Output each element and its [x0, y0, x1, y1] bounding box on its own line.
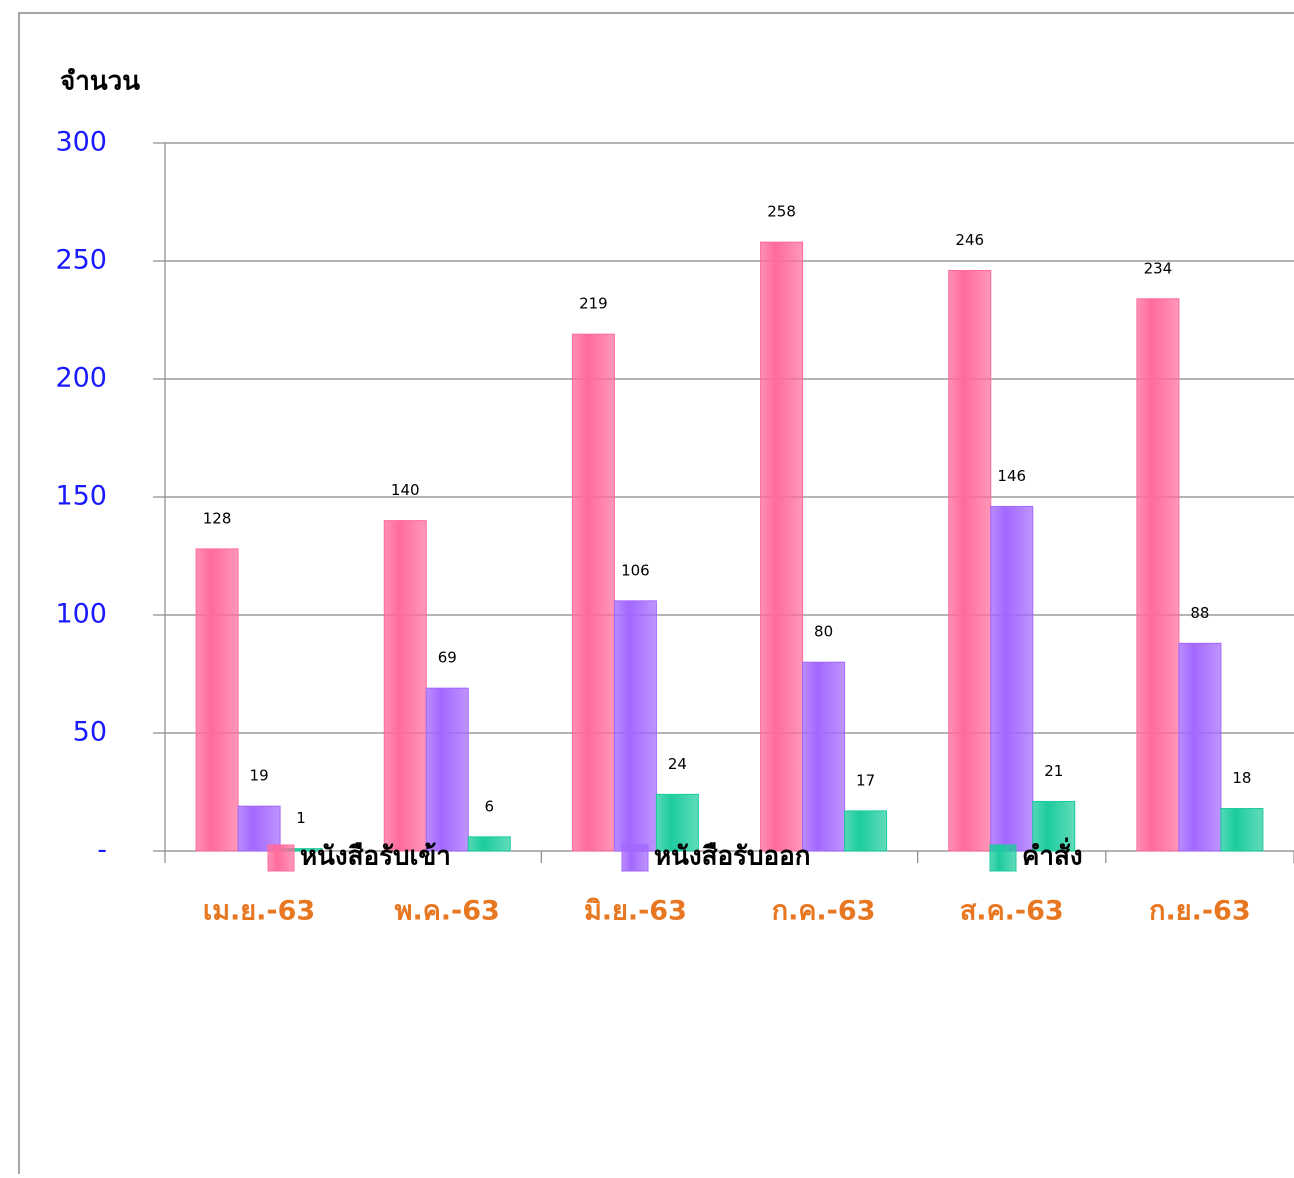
value-label: 80 [814, 623, 833, 641]
x-tick-label: ส.ค.-63 [960, 896, 1064, 927]
legend-label: หนังสือรับออก [654, 842, 811, 872]
y-tick-label: 250 [55, 245, 107, 276]
bar [613, 600, 657, 852]
y-tick-label: 50 [73, 717, 107, 748]
bar [948, 269, 992, 852]
value-label: 21 [1044, 762, 1063, 780]
bar [760, 241, 804, 852]
bar [802, 661, 846, 852]
bar [655, 793, 699, 852]
value-label: 69 [438, 649, 457, 667]
bar [1220, 808, 1264, 852]
value-label: 88 [1190, 604, 1209, 622]
y-tick-label: - [97, 835, 107, 866]
bar [237, 805, 281, 852]
value-label: 18 [1232, 769, 1251, 787]
x-tick-label: ก.ย.-63 [1149, 896, 1250, 927]
value-label: 17 [856, 771, 875, 789]
chart-border [18, 12, 1294, 1178]
value-label: 106 [621, 561, 650, 579]
legend-swatch [621, 844, 649, 872]
bar [1032, 800, 1076, 852]
x-tick-label: มิ.ย.-63 [584, 896, 687, 927]
x-tick-label: เม.ย.-63 [203, 896, 315, 927]
value-label: 234 [1144, 259, 1173, 277]
value-label: 146 [997, 467, 1026, 485]
bar [571, 333, 615, 852]
legend-label: คำสั่ง [1022, 837, 1083, 872]
value-label: 19 [250, 767, 269, 785]
value-label: 1 [296, 809, 306, 827]
x-tick-label: ก.ค.-63 [772, 896, 876, 927]
value-label: 258 [767, 203, 796, 221]
bar [467, 836, 511, 852]
bar [383, 520, 427, 852]
legend-swatch [989, 844, 1017, 872]
bar [425, 687, 469, 852]
value-label: 246 [955, 231, 984, 249]
bar [1178, 642, 1222, 852]
y-tick-label: 100 [55, 599, 107, 630]
value-label: 140 [391, 481, 420, 499]
value-label: 24 [668, 755, 687, 773]
y-tick-label: 150 [55, 481, 107, 512]
y-axis-label: จำนวน [60, 67, 140, 97]
y-tick-label: 200 [55, 363, 107, 394]
legend-swatch [267, 844, 295, 872]
value-label: 6 [484, 797, 494, 815]
y-tick-label: 300 [55, 127, 107, 158]
value-label: 128 [203, 509, 232, 527]
bar [195, 548, 239, 852]
bar [1136, 298, 1180, 852]
legend-label: หนังสือรับเข้า [300, 842, 451, 872]
bar [844, 810, 888, 852]
x-tick-label: พ.ค.-63 [395, 896, 500, 927]
bar [990, 505, 1034, 852]
value-label: 219 [579, 295, 608, 313]
